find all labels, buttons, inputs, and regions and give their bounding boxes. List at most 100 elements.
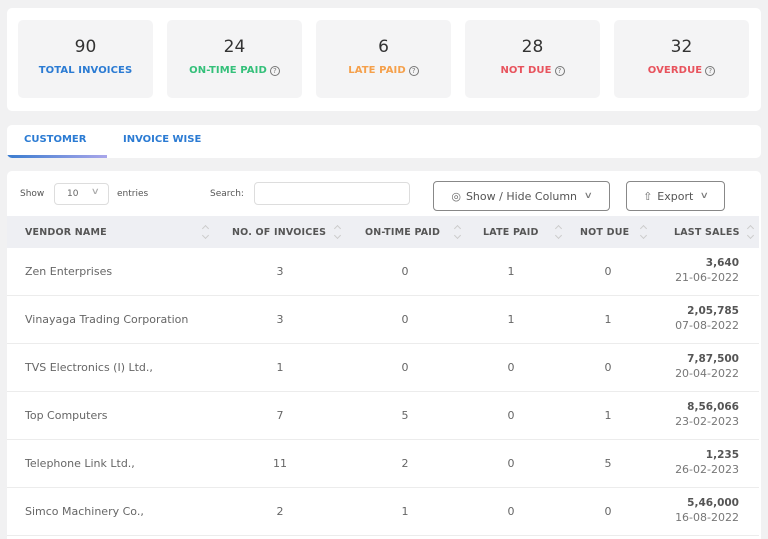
entries-value: 10 — [67, 189, 79, 199]
last-sales-amount: 1,235 — [705, 449, 739, 461]
late-paid-count: 0 — [507, 457, 515, 470]
tab-invoice-wise[interactable]: INVOICE WISE — [123, 134, 202, 145]
header-on-time-paid[interactable]: ON-TIME PAID — [365, 227, 441, 238]
stat-value: 32 — [670, 37, 693, 57]
header-vendor-name[interactable]: VENDOR NAME — [25, 227, 107, 238]
last-sales-amount: 3,640 — [705, 257, 739, 269]
invoice-count: 3 — [276, 313, 284, 326]
last-sales-date: 16-08-2022 — [675, 511, 739, 524]
stat-label: ON-TIME PAID — [189, 65, 267, 76]
entries-label: entries — [117, 189, 149, 199]
late-paid-count: 0 — [507, 361, 515, 374]
stat-label: LATE PAID — [348, 65, 406, 76]
header-not-due[interactable]: NOT DUE — [580, 227, 630, 238]
show-label: Show — [20, 189, 45, 199]
invoice-count: 7 — [276, 409, 284, 422]
active-tab-indicator — [7, 155, 107, 158]
table-header: VENDOR NAME NO. OF INVOICES ON-TIME PAID… — [7, 216, 759, 248]
on-time-paid-count: 5 — [401, 409, 409, 422]
vendor-name: TVS Electronics (I) Ltd., — [25, 361, 153, 374]
vendor-name: Vinayaga Trading Corporation — [25, 313, 189, 326]
sort-icon[interactable] — [454, 224, 462, 240]
help-circle-icon[interactable]: ? — [269, 66, 280, 76]
on-time-paid-count: 1 — [401, 505, 409, 518]
tab-customer[interactable]: CUSTOMER — [24, 134, 87, 145]
table-row[interactable]: Vinayaga Trading Corporation 3 0 1 1 2,0… — [7, 296, 759, 344]
not-due-count: 1 — [604, 313, 612, 326]
last-sales-amount: 7,87,500 — [687, 353, 739, 365]
search-input[interactable] — [254, 182, 410, 205]
invoice-count: 2 — [276, 505, 284, 518]
help-circle-icon[interactable]: ? — [705, 66, 716, 76]
not-due-count: 5 — [604, 457, 612, 470]
invoice-count: 1 — [276, 361, 284, 374]
eye-icon: ◎ — [451, 189, 461, 203]
table-row[interactable]: Telephone Link Ltd., 11 2 0 5 1,235 26-02… — [7, 440, 759, 488]
on-time-paid-count: 2 — [401, 457, 409, 470]
vendor-name: Top Computers — [25, 409, 108, 422]
chevron-down-icon: ∨ — [699, 191, 710, 201]
stat-on-time-paid[interactable]: 24 ON-TIME PAID? — [167, 20, 302, 98]
sort-icon[interactable] — [334, 224, 342, 240]
sort-icon[interactable] — [202, 224, 210, 240]
last-sales-date: 23-02-2023 — [675, 415, 739, 428]
stat-overdue[interactable]: 32 OVERDUE? — [614, 20, 749, 98]
header-late-paid[interactable]: LATE PAID — [483, 227, 539, 238]
export-button[interactable]: ⇧ Export ∨ — [626, 181, 725, 211]
view-tabs: CUSTOMER INVOICE WISE — [7, 125, 761, 158]
stat-label: TOTAL INVOICES — [38, 65, 133, 76]
sort-icon[interactable] — [747, 224, 755, 240]
last-sales-amount: 2,05,785 — [687, 305, 739, 317]
stat-total-invoices[interactable]: 90 TOTAL INVOICES — [18, 20, 153, 98]
chevron-down-icon: ∨ — [583, 191, 593, 201]
table-row[interactable]: Top Computers 7 5 0 1 8,56,066 23-02-2023 — [7, 392, 759, 440]
not-due-count: 1 — [604, 409, 612, 422]
not-due-count: 0 — [604, 361, 612, 374]
table-row[interactable]: Simco Machinery Co., 2 1 0 0 5,46,000 16-… — [7, 488, 759, 536]
last-sales-amount: 8,56,066 — [687, 401, 739, 413]
chevron-down-icon: ∨ — [91, 187, 101, 197]
stat-value: 6 — [378, 37, 389, 57]
sort-icon[interactable] — [640, 224, 648, 240]
help-circle-icon[interactable]: ? — [554, 66, 565, 76]
invoice-count: 11 — [273, 457, 287, 470]
stat-value: 90 — [74, 37, 97, 57]
show-hide-column-button[interactable]: ◎ Show / Hide Column ∨ — [433, 181, 610, 211]
help-circle-icon[interactable]: ? — [408, 66, 419, 76]
sort-icon[interactable] — [555, 224, 563, 240]
last-sales-date: 07-08-2022 — [675, 319, 739, 332]
header-no-of-invoices[interactable]: NO. OF INVOICES — [232, 227, 327, 238]
entries-per-page-select[interactable]: 10 ∨ — [54, 183, 109, 205]
not-due-count: 0 — [604, 265, 612, 278]
show-hide-column-label: Show / Hide Column — [465, 189, 578, 203]
export-label: Export — [657, 189, 694, 203]
late-paid-count: 0 — [507, 505, 515, 518]
export-icon: ⇧ — [643, 189, 653, 203]
header-last-sales[interactable]: LAST SALES — [674, 227, 740, 238]
invoice-count: 3 — [276, 265, 284, 278]
late-paid-count: 1 — [507, 265, 515, 278]
vendor-table-panel: Show 10 ∨ entries Search: ◎ Show / Hide … — [7, 171, 761, 539]
vendor-name: Zen Enterprises — [25, 265, 113, 278]
late-paid-count: 1 — [507, 313, 515, 326]
search-label: Search: — [210, 189, 244, 199]
stat-late-paid[interactable]: 6 LATE PAID? — [316, 20, 451, 98]
table-row[interactable]: TVS Electronics (I) Ltd., 1 0 0 0 7,87,5… — [7, 344, 759, 392]
last-sales-date: 26-02-2023 — [675, 463, 739, 476]
summary-stats-panel: 90 TOTAL INVOICES 24 ON-TIME PAID? 6 LAT… — [7, 8, 761, 111]
late-paid-count: 0 — [507, 409, 515, 422]
stat-label: OVERDUE — [647, 65, 703, 76]
last-sales-date: 21-06-2022 — [675, 271, 739, 284]
stat-label: NOT DUE — [500, 65, 552, 76]
on-time-paid-count: 0 — [401, 361, 409, 374]
on-time-paid-count: 0 — [401, 265, 409, 278]
table-row[interactable]: Zen Enterprises 3 0 1 0 3,640 21-06-2022 — [7, 248, 759, 296]
vendor-name: Telephone Link Ltd., — [25, 457, 135, 470]
stat-value: 24 — [223, 37, 246, 57]
last-sales-date: 20-04-2022 — [675, 367, 739, 380]
on-time-paid-count: 0 — [401, 313, 409, 326]
vendor-name: Simco Machinery Co., — [25, 505, 144, 518]
last-sales-amount: 5,46,000 — [687, 497, 739, 509]
stat-not-due[interactable]: 28 NOT DUE? — [465, 20, 600, 98]
stat-value: 28 — [521, 37, 544, 57]
